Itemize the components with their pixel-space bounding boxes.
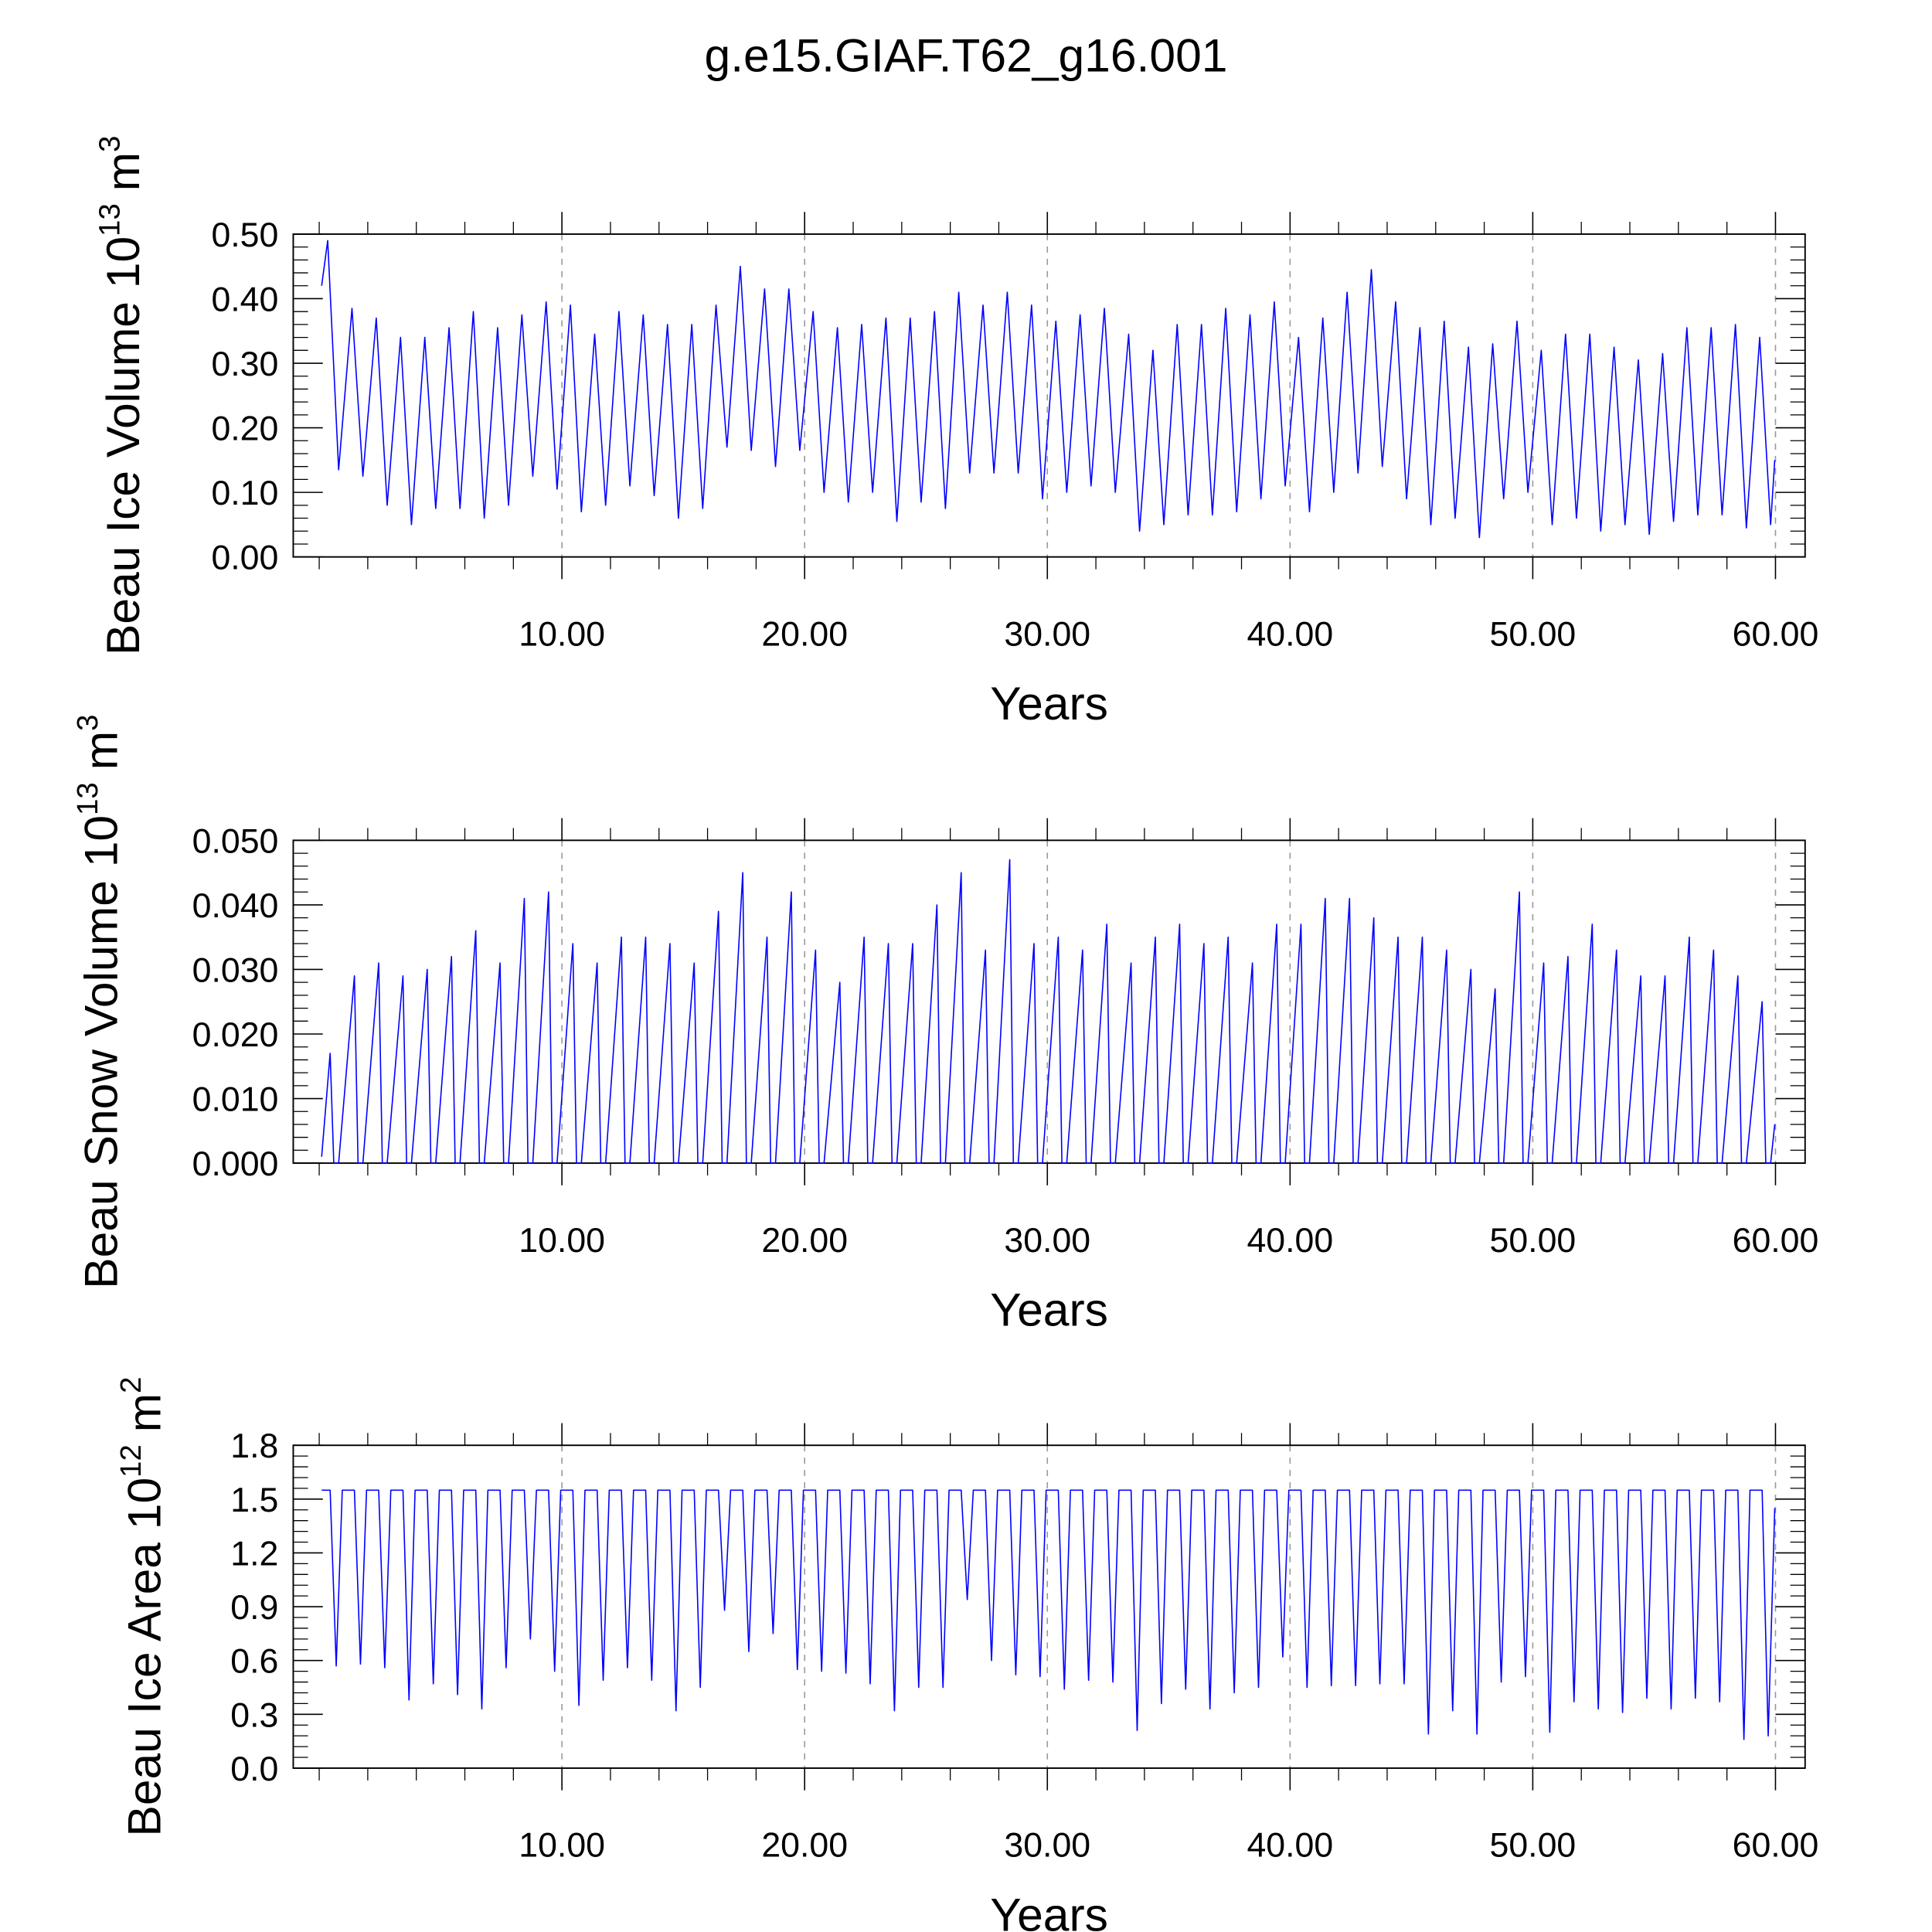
x-tick-label: 10.00 xyxy=(519,1827,605,1865)
x-tick-label: 60.00 xyxy=(1733,1222,1819,1260)
y-tick-label: 0.9 xyxy=(230,1589,278,1627)
x-tick-label: 20.00 xyxy=(761,1222,848,1260)
y-tick-label: 0.00 xyxy=(211,539,278,577)
y-axis-title-exponent: 13 xyxy=(94,203,127,236)
y-tick-label: 0.20 xyxy=(211,410,278,448)
x-tick-label: 40.00 xyxy=(1247,1827,1333,1865)
y-axis-title-unit-exponent: 3 xyxy=(94,136,127,152)
y-tick-label: 1.2 xyxy=(230,1535,278,1573)
y-tick-label: 0.030 xyxy=(192,951,279,989)
y-axis-title-text: Beau Ice Volume 10 xyxy=(97,236,149,655)
panel: 10.00 20.00 30.00 40.00 50.00 60.00 0.0 0.3 0.6 0… xyxy=(114,1377,1819,1932)
y-tick-label: 0.3 xyxy=(230,1696,278,1734)
y-tick-label: 0.40 xyxy=(211,281,278,318)
x-tick-label: 30.00 xyxy=(1004,1222,1090,1260)
y-tick-label: 0.50 xyxy=(211,216,278,254)
plot-frame xyxy=(292,1444,1806,1769)
x-tick-label: 50.00 xyxy=(1490,1222,1577,1260)
y-tick-label: 1.5 xyxy=(230,1481,278,1519)
y-axis-title: Beau Snow Volume 1013 m3 xyxy=(71,715,128,1289)
y-tick-label: 0.10 xyxy=(211,474,278,512)
y-tick-label: 1.8 xyxy=(230,1427,278,1465)
x-tick-label: 10.00 xyxy=(519,1222,605,1260)
y-axis-title-unit-exponent: 2 xyxy=(114,1377,148,1393)
y-tick-label: 0.050 xyxy=(192,822,279,860)
x-tick-label: 60.00 xyxy=(1733,615,1819,653)
y-axis-title-text: Beau Ice Area 10 xyxy=(117,1478,170,1837)
y-axis-title-unit: m xyxy=(74,731,127,770)
y-tick-label: 0.000 xyxy=(192,1145,279,1183)
y-tick-label: 0.010 xyxy=(192,1081,279,1119)
y-tick-label: 0.0 xyxy=(230,1750,278,1788)
x-tick-label: 20.00 xyxy=(761,615,848,653)
y-tick-label: 0.30 xyxy=(211,345,278,383)
y-axis-title-exponent: 12 xyxy=(114,1444,148,1478)
x-tick-label: 40.00 xyxy=(1247,615,1333,653)
x-tick-label: 40.00 xyxy=(1247,1222,1333,1260)
y-axis-title-unit: m xyxy=(117,1393,170,1432)
panel: 10.00 20.00 30.00 40.00 50.00 60.00 0.000 0.010… xyxy=(71,715,1818,1336)
x-tick-label: 50.00 xyxy=(1490,1827,1577,1865)
panel: 10.00 20.00 30.00 40.00 50.00 60.00 0.00 0.10 0.… xyxy=(94,136,1819,730)
data-line xyxy=(321,240,1776,539)
y-axis-title: Beau Ice Area 1012 m2 xyxy=(114,1377,171,1837)
plot-frame xyxy=(292,839,1806,1165)
y-axis-title-unit-exponent: 3 xyxy=(71,715,104,731)
plot-frame xyxy=(292,233,1806,558)
x-axis-title: Years xyxy=(990,1284,1108,1336)
x-tick-label: 10.00 xyxy=(519,615,605,653)
data-line xyxy=(321,859,1776,1164)
y-tick-label: 0.040 xyxy=(192,887,279,925)
y-axis-title-unit: m xyxy=(97,152,149,191)
y-axis-title: Beau Ice Volume 1013 m3 xyxy=(94,136,150,655)
x-tick-label: 30.00 xyxy=(1004,615,1090,653)
x-axis-title: Years xyxy=(990,1888,1108,1932)
y-tick-label: 0.6 xyxy=(230,1643,278,1681)
x-tick-label: 60.00 xyxy=(1733,1827,1819,1865)
y-tick-label: 0.020 xyxy=(192,1016,279,1054)
y-axis-title-exponent: 13 xyxy=(71,782,104,815)
x-tick-label: 20.00 xyxy=(761,1827,848,1865)
x-axis-title: Years xyxy=(990,677,1108,730)
x-tick-label: 30.00 xyxy=(1004,1827,1090,1865)
figure-title: g.e15.GIAF.T62_g16.001 xyxy=(705,29,1228,81)
x-tick-label: 50.00 xyxy=(1490,615,1577,653)
data-line xyxy=(321,1489,1776,1740)
y-axis-title-text: Beau Snow Volume 10 xyxy=(74,815,127,1289)
